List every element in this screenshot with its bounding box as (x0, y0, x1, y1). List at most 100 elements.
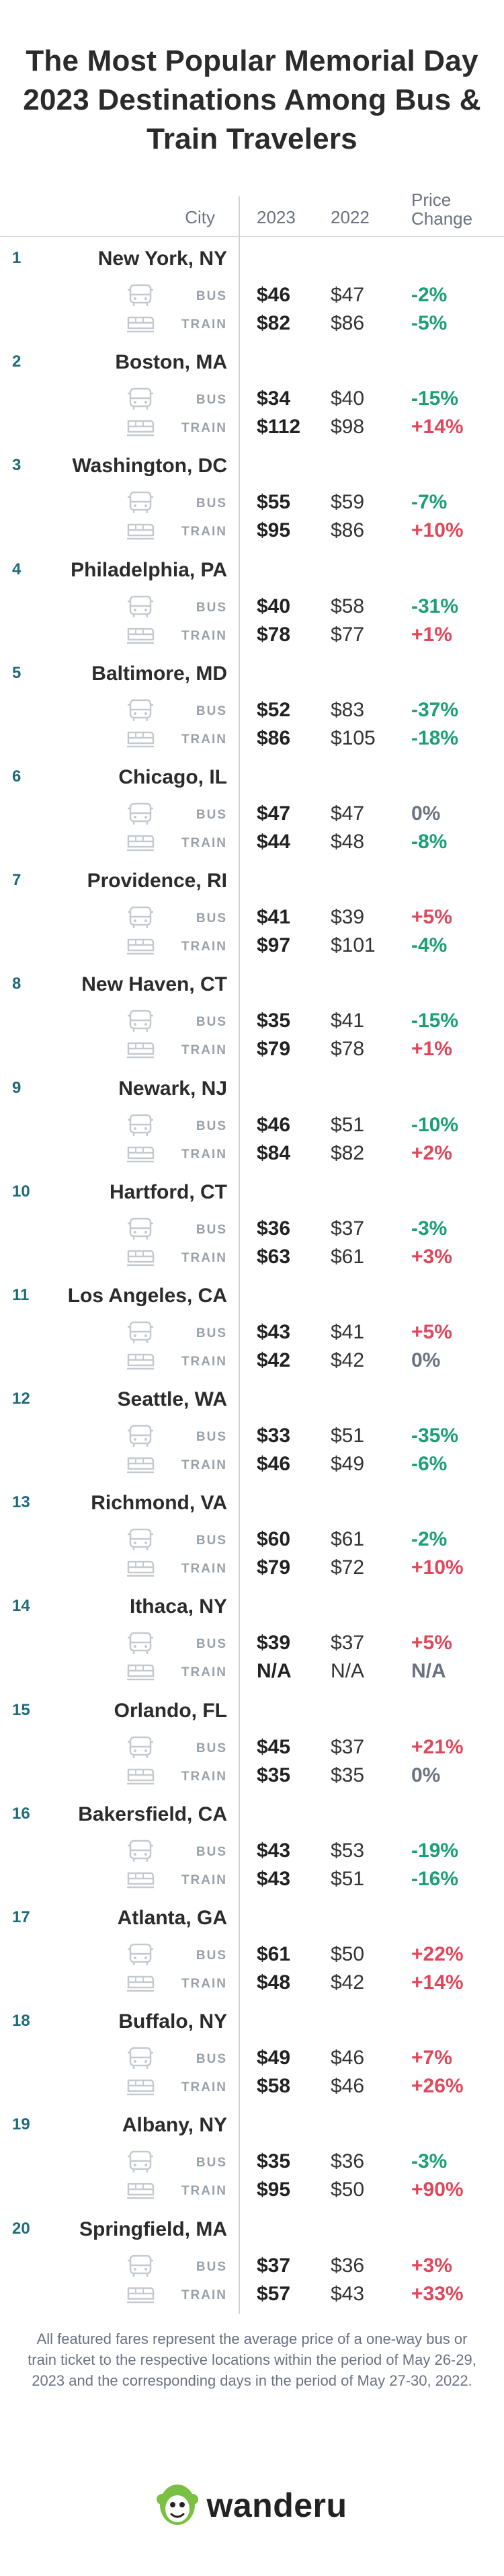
bus-fare-row: BUS $41 $39 +5% (0, 903, 504, 932)
bus-label: BUS (196, 2156, 227, 2170)
price-2022: $50 (331, 2179, 365, 2201)
train-label: TRAIN (181, 628, 227, 643)
destination-row: 16 Bakersfield, CA BUS $43 $53 -19% TRAIN $43 $5… (0, 1795, 504, 1899)
bus-label: BUS (196, 600, 227, 615)
price-change: +1% (411, 1038, 452, 1061)
price-2022: $82 (331, 1141, 365, 1164)
train-label: TRAIN (181, 421, 227, 436)
bus-icon (126, 491, 155, 514)
brand-logo: wanderu (0, 2482, 504, 2536)
bus-fare-row: BUS $43 $53 -19% (0, 1837, 504, 1865)
rank-number: 2 (12, 352, 22, 371)
city-name: Los Angeles, CA (67, 1284, 227, 1307)
price-2023: N/A (257, 1660, 292, 1683)
bus-icon (126, 1528, 155, 1551)
price-2023: $84 (257, 1141, 291, 1164)
price-2022: $48 (331, 830, 365, 853)
city-name: Bakersfield, CA (78, 1803, 227, 1825)
destination-row: 12 Seattle, WA BUS $33 $51 -35% TRAIN $46 $49 -6% (0, 1380, 504, 1484)
bus-fare-row: BUS $52 $83 -37% (0, 696, 504, 724)
destination-row: 6 Chicago, IL BUS $47 $47 0% TRAIN $44 $48 -8% (0, 758, 504, 862)
train-icon (126, 1868, 155, 1891)
city-name: Philadelphia, PA (71, 558, 227, 581)
bus-icon (126, 906, 155, 929)
train-fare-row: TRAIN $79 $78 +1% (0, 1035, 504, 1063)
train-fare-row: TRAIN $43 $51 -16% (0, 1865, 504, 1893)
price-change: -5% (411, 312, 448, 334)
rank-number: 13 (12, 1493, 30, 1512)
city-name: Albany, NY (122, 2114, 227, 2137)
bus-icon (126, 2255, 155, 2277)
bus-icon (126, 802, 155, 825)
bus-label: BUS (196, 393, 227, 408)
train-fare-row: TRAIN $97 $101 -4% (0, 932, 504, 960)
bus-fare-row: BUS $55 $59 -7% (0, 488, 504, 517)
destination-row: 20 Springfield, MA BUS $37 $36 +3% TRAIN $57 $43… (0, 2210, 504, 2314)
rank-number: 10 (12, 1182, 30, 1201)
train-fare-row: TRAIN $46 $49 -6% (0, 1450, 504, 1478)
train-fare-row: TRAIN $58 $46 +26% (0, 2072, 504, 2100)
train-label: TRAIN (181, 1458, 227, 1473)
train-fare-row: TRAIN $84 $82 +2% (0, 1139, 504, 1168)
bus-label: BUS (196, 1326, 227, 1340)
city-name: Atlanta, GA (117, 1907, 227, 1929)
column-header-price-change: Price Change (411, 190, 473, 229)
bus-fare-row: BUS $61 $50 +22% (0, 1940, 504, 1969)
train-icon (126, 2075, 155, 2098)
bus-fare-row: BUS $60 $61 -2% (0, 1525, 504, 1554)
price-2023: $35 (257, 1010, 291, 1032)
price-change: +2% (411, 1141, 452, 1164)
bus-icon (126, 1114, 155, 1137)
bus-label: BUS (196, 1844, 227, 1859)
city-name: Seattle, WA (117, 1388, 227, 1411)
train-label: TRAIN (181, 1354, 227, 1369)
train-label: TRAIN (181, 1769, 227, 1784)
price-change: +10% (411, 1556, 464, 1579)
train-label: TRAIN (181, 1562, 227, 1577)
rank-number: 3 (12, 456, 22, 475)
bus-fare-row: BUS $34 $40 -15% (0, 385, 504, 413)
bus-icon (126, 2047, 155, 2070)
price-change: -15% (411, 387, 459, 410)
price-change: +1% (411, 623, 452, 646)
destination-row: 11 Los Angeles, CA BUS $43 $41 +5% TRAIN $42 $42… (0, 1277, 504, 1380)
train-fare-row: TRAIN $86 $105 -18% (0, 724, 504, 753)
price-2023: $39 (257, 1632, 291, 1655)
rank-number: 11 (12, 1285, 30, 1304)
train-label: TRAIN (181, 940, 227, 954)
price-2023: $52 (257, 698, 291, 721)
destinations-list: 1 New York, NY BUS $46 $47 -2% TRAIN $82 $86 -5% 2… (0, 239, 504, 2314)
bus-fare-row: BUS $47 $47 0% (0, 800, 504, 828)
price-change: -7% (411, 491, 448, 514)
price-2022: $51 (331, 1113, 365, 1136)
train-icon (126, 1142, 155, 1165)
bus-label: BUS (196, 2259, 227, 2274)
city-name: New Haven, CT (81, 973, 227, 996)
price-change: +33% (411, 2282, 464, 2305)
train-fare-row: TRAIN $44 $48 -8% (0, 828, 504, 856)
bus-fare-row: BUS $36 $37 -3% (0, 1215, 504, 1243)
bus-icon (126, 595, 155, 618)
train-label: TRAIN (181, 2184, 227, 2199)
bus-fare-row: BUS $43 $41 +5% (0, 1318, 504, 1347)
train-fare-row: TRAIN $95 $50 +90% (0, 2176, 504, 2204)
train-icon (126, 1556, 155, 1579)
price-change: +10% (411, 519, 464, 542)
bus-label: BUS (196, 911, 227, 926)
price-2023: $43 (257, 1839, 291, 1862)
price-2023: $60 (257, 1528, 291, 1551)
rank-number: 5 (12, 663, 22, 682)
train-label: TRAIN (181, 1665, 227, 1680)
price-2022: $59 (331, 491, 365, 514)
rank-number: 16 (12, 1804, 30, 1823)
price-change: +26% (411, 2075, 464, 2098)
price-change: +14% (411, 416, 464, 439)
price-change: -18% (411, 726, 459, 749)
price-change: -37% (411, 698, 459, 721)
destination-row: 14 Ithaca, NY BUS $39 $37 +5% TRAIN N/A N/A N/A (0, 1587, 504, 1691)
train-icon (126, 623, 155, 646)
price-change: -6% (411, 1453, 448, 1476)
price-2023: $48 (257, 1971, 291, 1994)
rank-number: 1 (12, 249, 22, 267)
train-icon (126, 1971, 155, 1994)
